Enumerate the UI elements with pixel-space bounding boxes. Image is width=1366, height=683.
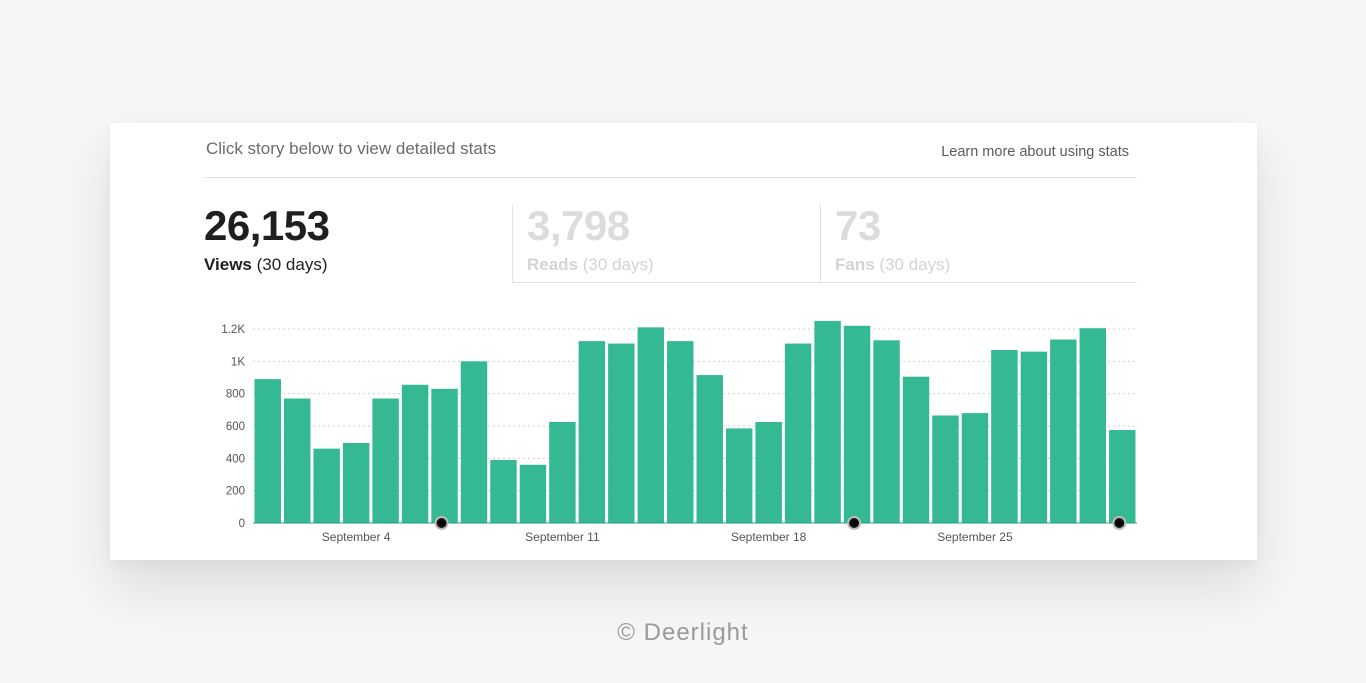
views-period: (30 days) xyxy=(256,255,328,274)
chart-bar xyxy=(460,361,488,523)
chart-bar xyxy=(549,421,576,523)
fans-count: 73 xyxy=(835,202,881,249)
stats-hint: Click story below to view detailed stats xyxy=(206,139,497,158)
chart-bar xyxy=(725,428,753,523)
chart-bar xyxy=(843,325,871,523)
tab-views[interactable]: 26,153 Views (30 days) xyxy=(204,205,512,283)
chart-bar xyxy=(431,388,458,523)
tab-reads[interactable]: 3,798 Reads (30 days) xyxy=(512,205,820,283)
chart-bar xyxy=(696,375,723,523)
y-tick-label: 800 xyxy=(226,389,245,401)
chart-bar xyxy=(342,442,370,523)
reads-count: 3,798 xyxy=(527,202,630,249)
reads-label: Reads (30 days) xyxy=(527,255,820,275)
x-tick-label: September 18 xyxy=(731,530,807,544)
chart-bar xyxy=(401,384,429,523)
chart-bar xyxy=(313,448,340,523)
chart-event-marker-dot xyxy=(851,520,857,526)
chart-event-marker-dot xyxy=(1116,520,1122,526)
fans-label: Fans (30 days) xyxy=(835,255,1137,275)
chart-event-marker-dot xyxy=(439,520,445,526)
x-tick-label: September 25 xyxy=(937,530,1013,544)
chart-bar xyxy=(873,340,900,523)
chart-bar xyxy=(1020,351,1048,523)
chart-bar xyxy=(519,464,547,523)
reads-period: (30 days) xyxy=(582,255,654,274)
chart-bar xyxy=(254,379,281,523)
y-tick-label: 1K xyxy=(231,356,245,368)
copyright-watermark: © Deerlight xyxy=(617,619,749,646)
y-tick-label: 0 xyxy=(239,518,245,530)
chart-bar xyxy=(755,421,782,523)
chart-bar xyxy=(932,415,959,523)
chart-bar xyxy=(961,413,989,523)
views-label: Views (30 days) xyxy=(204,255,512,275)
views-label-text: Views xyxy=(204,255,252,274)
chart-bar xyxy=(283,398,311,523)
reads-label-text: Reads xyxy=(527,255,579,274)
y-tick-label: 400 xyxy=(226,453,245,465)
chart-bar xyxy=(902,376,930,523)
chart-bar xyxy=(578,341,606,523)
y-tick-label: 1.2K xyxy=(221,324,245,336)
y-tick-label: 200 xyxy=(226,486,245,498)
chart-bar xyxy=(667,341,694,523)
fans-label-text: Fans xyxy=(835,255,875,274)
views-bar-chart: 0 200 400 600 800 1K 1.2K September 4 September … xyxy=(221,320,1137,544)
chart-bar xyxy=(637,327,665,523)
divider xyxy=(205,177,1137,178)
learn-more-link[interactable]: Learn more about using stats xyxy=(941,144,1129,160)
chart-bar xyxy=(1050,339,1077,523)
x-tick-label: September 11 xyxy=(525,530,600,544)
chart-bar xyxy=(608,343,635,523)
y-tick-label: 600 xyxy=(226,421,245,433)
tab-fans[interactable]: 73 Fans (30 days) xyxy=(820,205,1137,283)
fans-period: (30 days) xyxy=(879,255,951,274)
chart-bar xyxy=(1079,328,1107,523)
chart-bar xyxy=(991,350,1018,523)
chart-bar xyxy=(814,320,841,523)
views-count: 26,153 xyxy=(204,202,330,249)
chart-bar xyxy=(372,398,399,523)
chart-bar xyxy=(784,343,812,523)
chart-bar xyxy=(490,459,517,523)
x-tick-label: September 4 xyxy=(322,530,391,544)
stats-card: Click story below to view detailed stats… xyxy=(110,123,1257,560)
chart-bar xyxy=(1109,430,1136,523)
